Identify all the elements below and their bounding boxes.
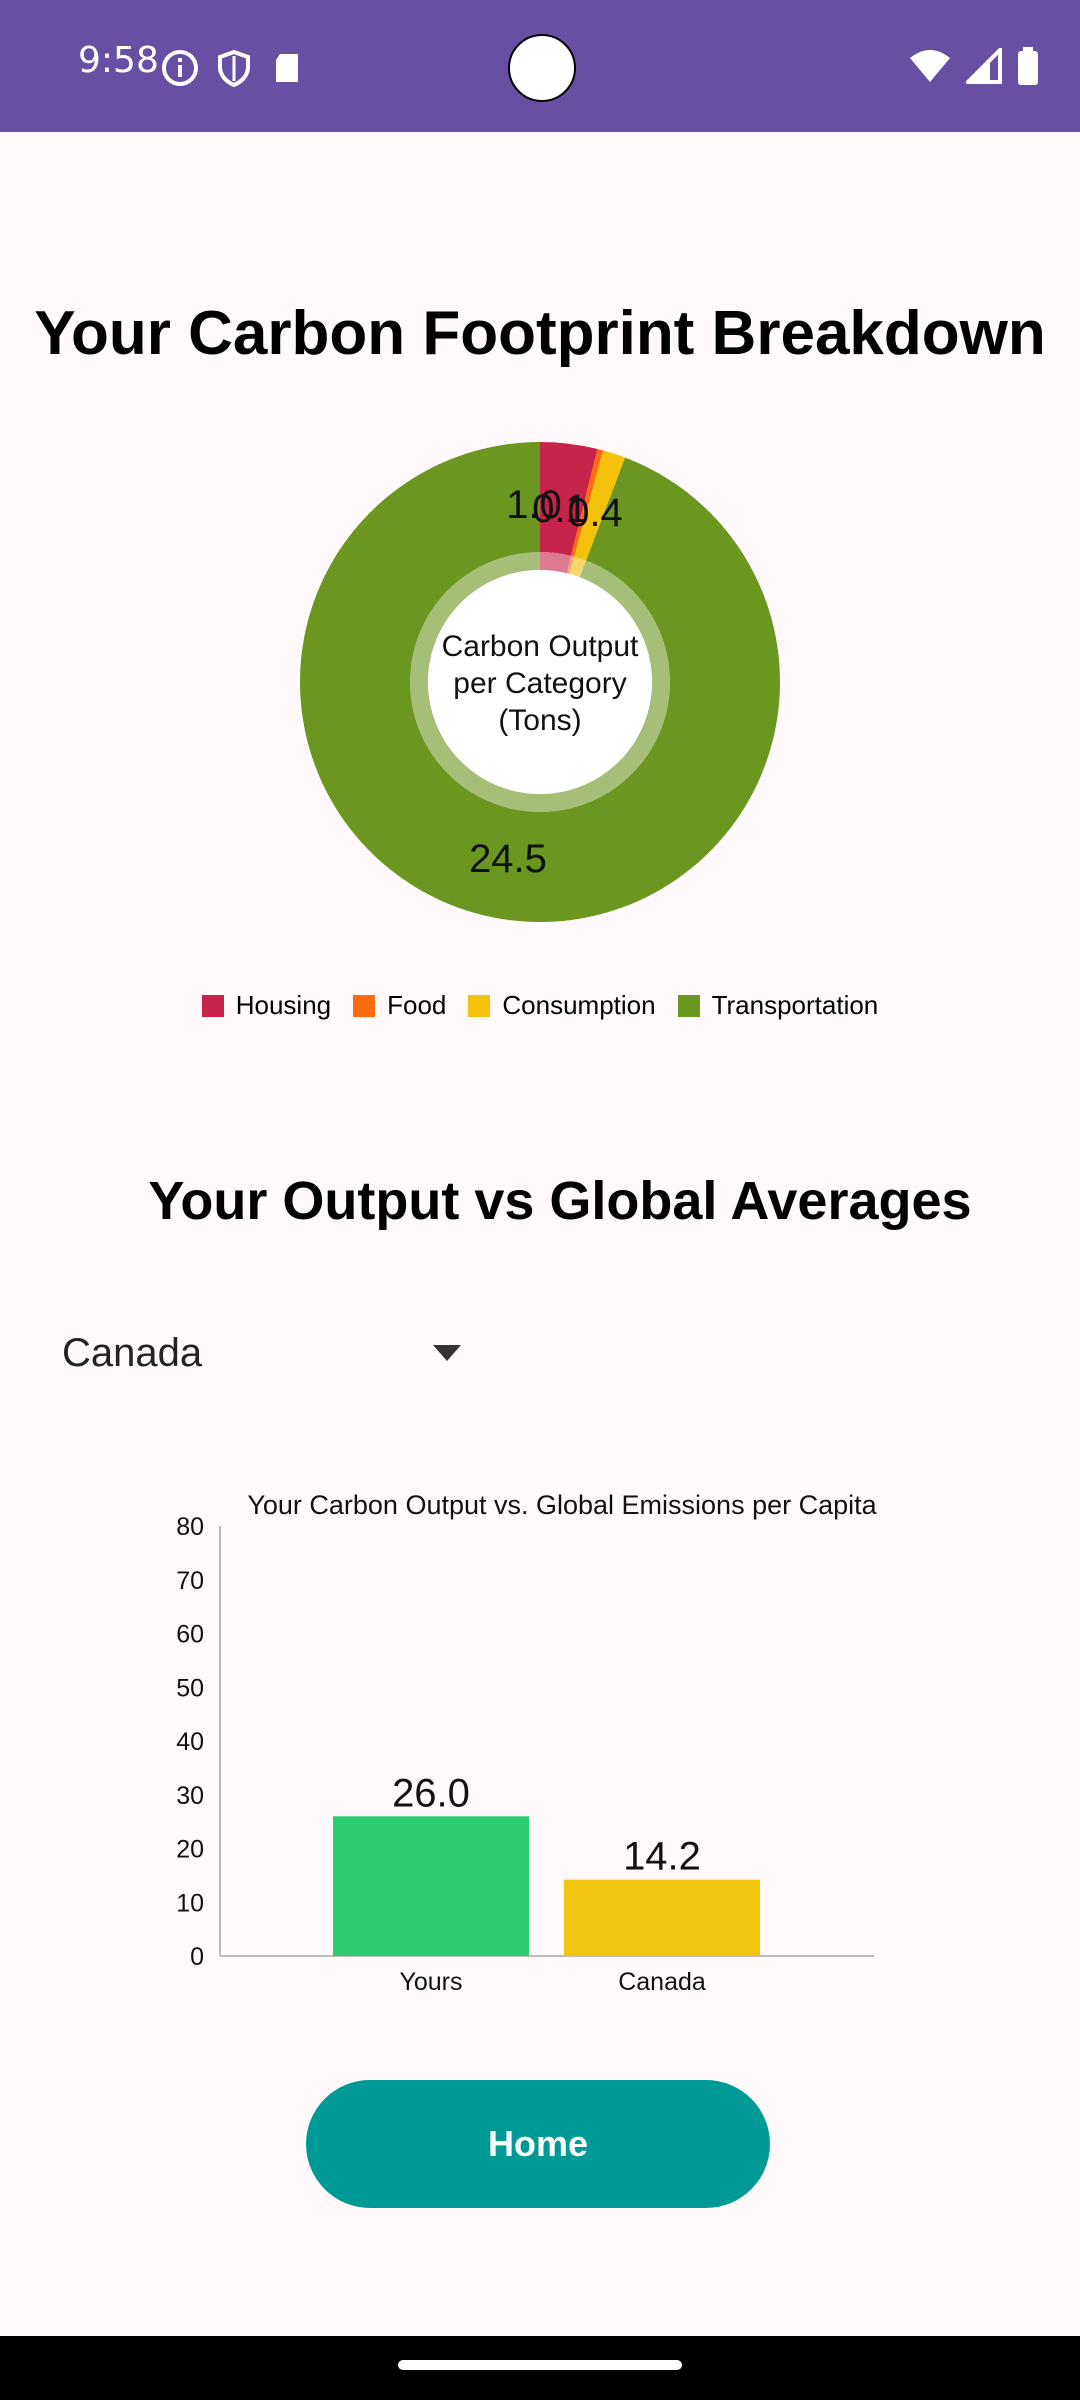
status-icons-left — [160, 48, 308, 88]
y-tick-label: 40 — [176, 1728, 204, 1756]
y-tick-label: 60 — [176, 1621, 204, 1649]
donut-inner-ring-food — [566, 555, 575, 574]
donut-label-transportation: 24.5 — [469, 837, 547, 881]
home-button[interactable]: Home — [306, 2080, 770, 2208]
legend-label-housing: Housing — [235, 990, 332, 1020]
page-title: Your Carbon Footprint Breakdown — [34, 299, 1046, 368]
bar-value-label: 26.0 — [392, 1771, 470, 1815]
y-tick-label: 80 — [176, 1513, 204, 1541]
donut-label-consumption: 0.4 — [567, 491, 623, 535]
y-tick-label: 20 — [176, 1836, 204, 1864]
donut-slice-food[interactable] — [571, 448, 604, 557]
camera-cutout — [508, 34, 576, 102]
y-tick-label: 0 — [190, 1943, 204, 1971]
donut-label-housing: 1.0 — [506, 483, 562, 527]
home-gesture-handle[interactable] — [398, 2360, 682, 2370]
legend-item-consumption: Consumption — [468, 990, 656, 1021]
wifi-icon — [910, 50, 950, 82]
dropdown-arrow-icon — [433, 1345, 461, 1361]
donut-center-text-line: per Category — [453, 667, 626, 700]
bar-chart: Your Carbon Output vs. Global Emissions … — [150, 1490, 910, 2010]
status-bar: 9:58 — [0, 0, 1080, 132]
donut-inner-ring-consumption — [569, 556, 587, 578]
y-tick-label: 30 — [176, 1782, 204, 1810]
donut-center-text-line: Carbon Output — [442, 630, 639, 663]
x-tick-label: Yours — [399, 1968, 462, 1996]
section-title-comparison: Your Output vs Global Averages — [148, 1171, 972, 1231]
country-dropdown[interactable]: Canada — [62, 1318, 462, 1388]
info-icon — [162, 50, 198, 86]
x-tick-label: Canada — [618, 1968, 706, 1996]
legend-swatch-transportation — [677, 994, 700, 1017]
legend-item-transportation: Transportation — [677, 990, 879, 1021]
shield-icon — [218, 49, 250, 88]
legend-label-food: Food — [387, 990, 447, 1020]
status-icons-right — [908, 46, 1040, 86]
sd-card-icon — [276, 54, 298, 82]
bar-chart-svg: Your Carbon Output vs. Global Emissions … — [176, 1490, 877, 1996]
legend-label-transportation: Transportation — [711, 990, 879, 1020]
donut-hole — [428, 570, 652, 794]
legend-swatch-housing — [201, 994, 224, 1017]
donut-label-food: 0.1 — [532, 487, 588, 531]
donut-slice-housing[interactable] — [540, 442, 598, 556]
chart-legend: Housing Food Consumption Transportation — [0, 990, 1080, 1021]
donut-center-text-line: (Tons) — [498, 704, 581, 737]
y-tick-label: 70 — [176, 1567, 204, 1595]
bar-value-label: 14.2 — [623, 1835, 701, 1879]
donut-chart-svg: 1.00.10.4 24.5 Carbon Output per Category (T… — [300, 442, 780, 922]
signal-icon — [966, 48, 1002, 84]
legend-swatch-consumption — [468, 994, 491, 1017]
battery-icon — [1018, 47, 1038, 85]
legend-item-food: Food — [353, 990, 446, 1021]
donut-slice-consumption[interactable] — [574, 450, 626, 561]
legend-label-consumption: Consumption — [502, 990, 656, 1020]
donut-slice-transportation[interactable] — [300, 442, 780, 922]
status-time: 9:58 — [78, 40, 159, 81]
bar-canada[interactable] — [564, 1879, 760, 1956]
donut-chart: 1.0 0.1 0.4 24.5 Carbon Output per Category (T… — [300, 442, 780, 922]
y-tick-label: 10 — [176, 1889, 204, 1917]
donut-inner-ring-housing — [540, 552, 572, 574]
bar-chart-title: Your Carbon Output vs. Global Emissions … — [247, 1490, 877, 1520]
country-dropdown-value: Canada — [62, 1330, 203, 1375]
bar-yours[interactable] — [333, 1816, 529, 1956]
legend-item-housing: Housing — [201, 990, 332, 1021]
y-tick-label: 50 — [176, 1674, 204, 1702]
legend-swatch-food — [353, 994, 376, 1017]
